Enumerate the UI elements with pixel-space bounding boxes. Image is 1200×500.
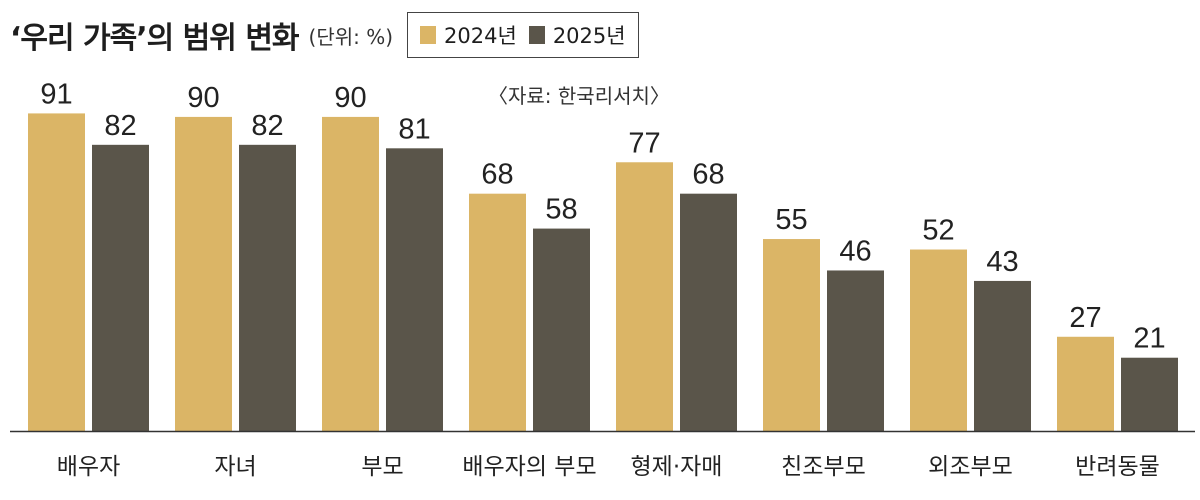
bar-2025 [827,270,884,431]
category-label: 반려동물 [1075,454,1160,480]
data-label: 46 [839,235,871,267]
bar-2025 [1121,357,1178,431]
category-label: 부모 [361,454,403,480]
data-label: 68 [692,159,724,191]
unit-label: (단위: %) [308,24,394,49]
bar-2024 [616,162,673,431]
legend-swatch-2025 [528,26,545,44]
bar-2025 [386,148,443,431]
data-label: 82 [104,110,136,142]
category-label: 배우자 [57,454,120,480]
data-label: 68 [481,159,513,191]
legend-item-2025: 2025년 [528,20,626,50]
header: ‘우리 가족’의 범위 변화 (단위: %) 2024년 2025년 [10,12,639,58]
legend-swatch-2024 [420,26,437,44]
data-label: 52 [922,215,954,247]
data-label: 21 [1133,323,1165,355]
category-label: 자녀 [214,454,256,480]
data-label: 77 [628,127,660,159]
bar-2025 [92,144,149,431]
bar-2024 [175,116,232,432]
category-label: 형제·자매 [631,454,723,480]
data-label: 81 [398,113,430,145]
bar-2024 [322,116,379,432]
bar-2024 [763,239,820,431]
bar-2025 [533,228,590,431]
data-label: 90 [334,82,366,114]
data-label: 91 [40,78,72,110]
category-label: 외조부모 [928,454,1013,480]
bar-2024 [28,113,85,431]
bar-2025 [680,193,737,431]
data-label: 27 [1069,302,1101,334]
data-label: 43 [986,246,1018,278]
data-label: 58 [545,194,577,226]
category-label: 친조부모 [781,454,866,480]
legend-item-2024: 2024년 [420,20,517,50]
data-label: 90 [187,82,219,114]
legend: 2024년 2025년 [407,12,639,58]
bar-2024 [469,193,526,431]
bar-2025 [974,280,1031,431]
bar-2024 [1057,336,1114,431]
legend-label-2024: 2024년 [444,24,517,48]
bar-2024 [910,249,967,431]
source-label: 〈자료: 한국리서치〉 [488,84,670,108]
data-label: 82 [251,110,283,142]
category-label: 배우자의 부모 [462,454,596,480]
bar-2025 [239,144,296,431]
chart-title: ‘우리 가족’의 범위 변화 [10,21,300,56]
data-label: 55 [775,204,807,236]
legend-label-2025: 2025년 [552,24,626,48]
